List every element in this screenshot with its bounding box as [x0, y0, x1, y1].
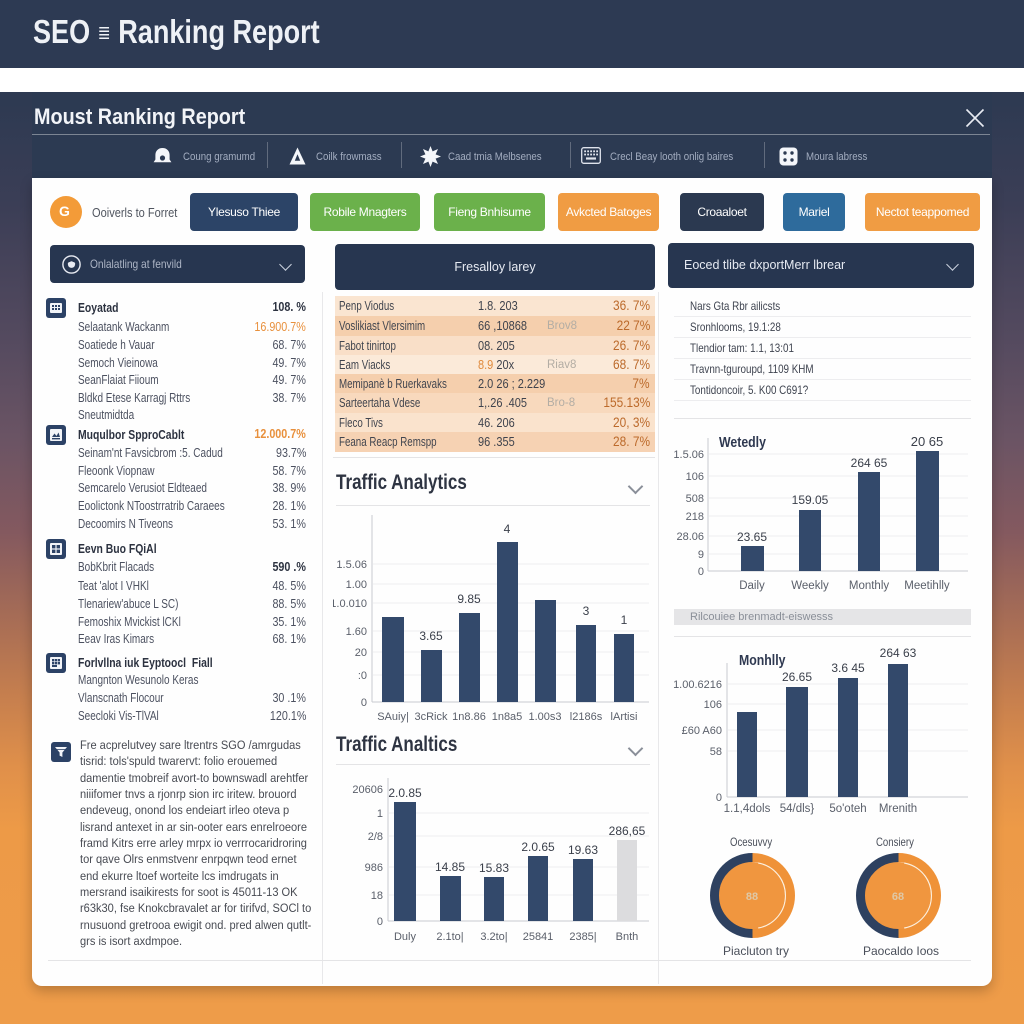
svg-text:Daily: Daily [739, 580, 765, 592]
svg-text:106: 106 [686, 471, 704, 483]
svg-text:15.83: 15.83 [479, 861, 509, 875]
svg-text:1.00s3: 1.00s3 [528, 711, 561, 723]
svg-text:4: 4 [504, 522, 511, 536]
svg-text:1.00: 1.00 [346, 579, 367, 591]
svg-text:2385|: 2385| [569, 931, 596, 943]
svg-text:88: 88 [746, 891, 758, 903]
svg-text:19.63: 19.63 [568, 843, 598, 857]
svg-text:£60 A60: £60 A60 [682, 725, 722, 737]
svg-text:1n8.86: 1n8.86 [452, 711, 486, 723]
svg-text:54/dls}: 54/dls} [780, 803, 815, 815]
svg-text:3cRick: 3cRick [414, 711, 448, 723]
svg-text:Weekly: Weekly [791, 580, 829, 592]
svg-text:Meetihlly: Meetihlly [904, 580, 950, 592]
svg-text:159.05: 159.05 [792, 493, 829, 507]
svg-text:Monthly: Monthly [849, 580, 890, 592]
svg-text:2/8: 2/8 [368, 831, 383, 843]
svg-text:2.0.85: 2.0.85 [388, 786, 422, 800]
svg-text:14.85: 14.85 [435, 860, 465, 874]
svg-text:218: 218 [686, 511, 704, 523]
svg-text:1: 1 [621, 613, 628, 627]
svg-text:9.85: 9.85 [457, 592, 481, 606]
svg-text:1: 1 [377, 808, 383, 820]
svg-text:1.1,4dols: 1.1,4dols [724, 803, 771, 815]
svg-text:Bnth: Bnth [616, 931, 639, 943]
svg-text:26.65: 26.65 [782, 670, 812, 684]
svg-text:0: 0 [361, 697, 367, 709]
svg-text:20: 20 [355, 647, 367, 659]
svg-text:28.06: 28.06 [676, 531, 704, 543]
svg-text:SAuiy|: SAuiy| [377, 711, 409, 723]
svg-text:68: 68 [892, 891, 904, 903]
svg-text::0: :0 [358, 670, 367, 682]
svg-text:lArtisi: lArtisi [611, 711, 638, 723]
svg-text:3: 3 [583, 604, 590, 618]
svg-text:1.5.06: 1.5.06 [336, 559, 367, 571]
svg-text:5o'oteh: 5o'oteh [829, 803, 866, 815]
svg-text:986: 986 [365, 862, 383, 874]
svg-text:106: 106 [704, 699, 722, 711]
svg-text:264 65: 264 65 [851, 456, 888, 470]
svg-text:0: 0 [716, 792, 722, 804]
svg-text:9: 9 [698, 549, 704, 561]
svg-text:20 65: 20 65 [911, 434, 944, 449]
svg-text:1.0.010: 1.0.010 [333, 598, 367, 610]
svg-text:3.6 45: 3.6 45 [831, 661, 865, 675]
svg-text:1n8a5: 1n8a5 [492, 711, 523, 723]
svg-text:58: 58 [710, 746, 722, 758]
svg-text:264 63: 264 63 [880, 646, 917, 660]
svg-text:2.0.65: 2.0.65 [521, 840, 555, 854]
svg-text:Duly: Duly [394, 931, 417, 943]
svg-text:1.60: 1.60 [346, 626, 367, 638]
svg-text:23.65: 23.65 [737, 530, 767, 544]
svg-text:286,65: 286,65 [609, 824, 646, 838]
svg-text:0: 0 [377, 916, 383, 928]
svg-text:1.5.06: 1.5.06 [673, 449, 704, 461]
svg-text:3.2to|: 3.2to| [480, 931, 507, 943]
svg-text:20606: 20606 [352, 784, 383, 796]
svg-text:Mrenith: Mrenith [879, 803, 917, 815]
svg-text:1.00.6216: 1.00.6216 [673, 679, 722, 691]
svg-text:0: 0 [698, 566, 704, 578]
svg-text:18: 18 [371, 890, 383, 902]
svg-text:l2186s: l2186s [570, 711, 603, 723]
svg-text:508: 508 [686, 493, 704, 505]
svg-text:3.65: 3.65 [419, 629, 443, 643]
svg-text:25841: 25841 [523, 931, 554, 943]
svg-text:2.1to|: 2.1to| [436, 931, 463, 943]
